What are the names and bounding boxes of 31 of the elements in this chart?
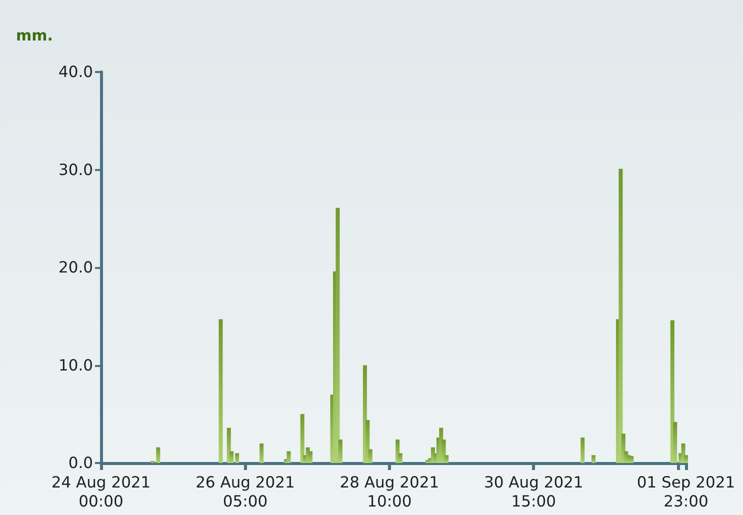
bar	[673, 422, 678, 463]
bar	[336, 208, 340, 463]
bar	[444, 455, 449, 463]
y-axis-title: mm.	[16, 26, 53, 44]
bar	[684, 455, 688, 463]
bar	[368, 449, 372, 463]
x-tick-label: 01 Sep 2021 23:00	[636, 474, 736, 510]
y-tick-label: 20.0	[58, 258, 93, 276]
bar	[156, 447, 160, 463]
bar	[260, 443, 264, 463]
x-tick-label: 26 Aug 2021 05:00	[196, 474, 295, 510]
bar	[366, 420, 370, 463]
y-tick-label: 10.0	[58, 356, 93, 374]
bar	[580, 438, 585, 463]
bar	[618, 168, 623, 463]
bar	[300, 414, 304, 463]
x-tick-label: 28 Aug 2021 10:00	[340, 474, 440, 510]
bar	[218, 319, 223, 463]
bar	[591, 455, 596, 463]
y-tick-label: 40.0	[58, 63, 93, 81]
bar	[286, 451, 291, 463]
x-tick-label: 30 Aug 2021 15:00	[484, 474, 584, 510]
y-tick-label: 0.0	[68, 454, 93, 472]
y-tick-label: 30.0	[58, 160, 93, 179]
bar	[235, 453, 240, 463]
bar	[630, 456, 634, 463]
bar	[398, 453, 402, 463]
bar	[230, 451, 234, 463]
x-tick-label: 24 Aug 2021 00:00	[51, 474, 151, 510]
bar	[338, 440, 342, 463]
bar	[308, 451, 313, 463]
